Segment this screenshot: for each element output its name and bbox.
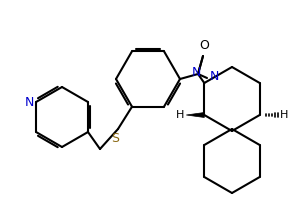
Polygon shape	[186, 113, 204, 118]
Text: N: N	[192, 66, 201, 79]
Text: O: O	[199, 39, 209, 52]
Text: N: N	[25, 95, 34, 108]
Text: H: H	[176, 110, 184, 120]
Text: S: S	[111, 132, 119, 145]
Text: N: N	[210, 69, 219, 83]
Text: H: H	[280, 110, 288, 120]
